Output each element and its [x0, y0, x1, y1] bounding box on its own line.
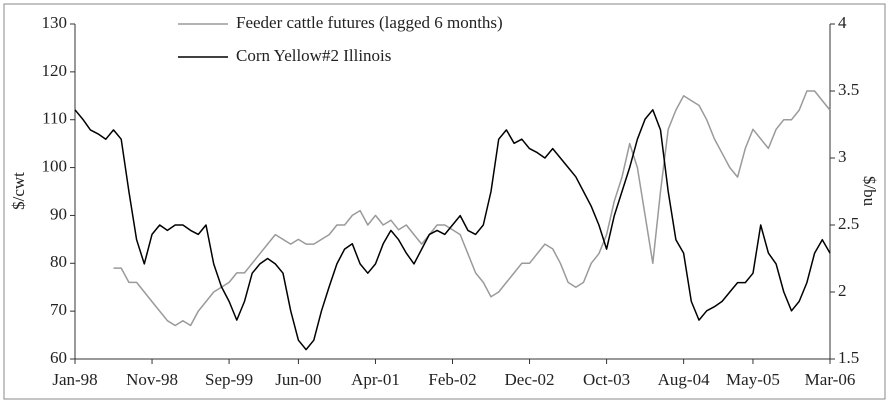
line-series: [74, 109, 831, 351]
y2-tick-label: 2: [838, 281, 847, 300]
line-series: [113, 90, 831, 327]
y-tick-label: 60: [50, 348, 67, 367]
y-tick-label: 90: [50, 204, 67, 223]
frame: [3, 3, 886, 400]
x-tick-label: Mar-06: [805, 370, 856, 389]
y-axis-label: $/cwt: [9, 172, 28, 210]
x-tick-label: Apr-01: [351, 370, 400, 389]
x-tick-label: Nov-98: [126, 370, 178, 389]
y2-tick-label: 3: [838, 147, 847, 166]
x-tick-label: Jun-00: [275, 370, 321, 389]
x-tick-label: Aug-04: [658, 370, 710, 389]
y2-tick-label: 4: [838, 13, 847, 32]
y2-tick-label: 2.5: [838, 214, 859, 233]
legend-label: Feeder cattle futures (lagged 6 months): [236, 13, 503, 32]
y2-tick-label: 1.5: [838, 348, 859, 367]
y-tick-label: 110: [42, 109, 67, 128]
y-tick-label: 130: [42, 13, 68, 32]
x-tick-label: Jan-98: [52, 370, 97, 389]
y-tick-label: 80: [50, 252, 67, 271]
y-tick-label: 120: [42, 61, 68, 80]
x-tick-label: Oct-03: [583, 370, 630, 389]
x-tick-label: May-05: [726, 370, 780, 389]
y-tick-label: 100: [42, 156, 68, 175]
y2-tick-label: 3.5: [838, 80, 859, 99]
y-tick-label: 70: [50, 300, 67, 319]
legend-label: Corn Yellow#2 Illinois: [236, 46, 391, 65]
x-tick-label: Dec-02: [505, 370, 555, 389]
x-tick-label: Sep-99: [205, 370, 253, 389]
y2-axis-label: $/bu: [860, 176, 879, 207]
x-tick-label: Feb-02: [428, 370, 476, 389]
